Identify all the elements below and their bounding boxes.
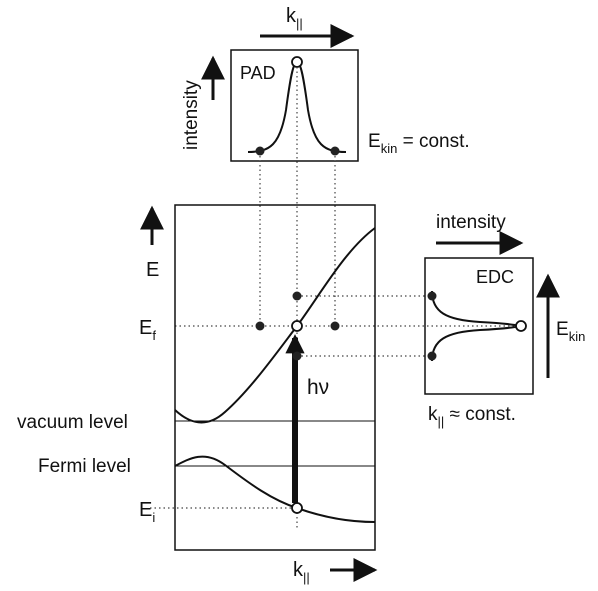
e-axis-label: E	[146, 259, 159, 281]
edc-lower-point	[427, 351, 437, 361]
edc-ekin-label: Ekin	[556, 319, 585, 344]
edc-k-label: k|| ≈ const.	[428, 404, 516, 429]
band-upper-point	[292, 291, 302, 301]
edc-title: EDC	[476, 267, 514, 287]
edc-upper-point	[427, 291, 437, 301]
pad-title: PAD	[240, 63, 276, 83]
projection-lines	[150, 67, 518, 530]
band-left-point	[255, 321, 265, 331]
fermi-level-label: Fermi level	[38, 456, 131, 477]
lower-band-curve	[174, 455, 376, 523]
photon-label: hν	[307, 376, 329, 399]
pad-right-point	[330, 146, 340, 156]
pad-intensity-label: intensity	[181, 80, 202, 150]
edc-peak-point	[515, 320, 527, 332]
pad-peak-point	[291, 56, 303, 68]
upper-band-curve	[174, 227, 376, 424]
edc-box	[424, 257, 534, 395]
edc-intensity-label: intensity	[436, 212, 506, 233]
edc-panel: intensity EDC Ekin k|| ≈ const.	[424, 212, 585, 429]
pad-left-point	[255, 146, 265, 156]
band-lower-point	[292, 351, 302, 361]
pad-panel: k|| intensity PAD Ekin = const.	[181, 5, 470, 162]
band-final-state-point	[291, 320, 303, 332]
ef-label: Ef	[139, 317, 156, 343]
band-panel: E Ef vacuum level Fermi level Ei hν k||	[17, 204, 378, 585]
band-initial-state-point	[291, 502, 303, 514]
band-k-label: k||	[293, 559, 310, 585]
ei-label: Ei	[139, 499, 155, 525]
band-box	[174, 204, 376, 551]
vacuum-level-label: vacuum level	[17, 412, 128, 433]
pad-k-label: k||	[286, 5, 303, 31]
band-right-point	[330, 321, 340, 331]
pad-ekin-label: Ekin = const.	[368, 131, 470, 156]
pad-box	[230, 49, 359, 162]
